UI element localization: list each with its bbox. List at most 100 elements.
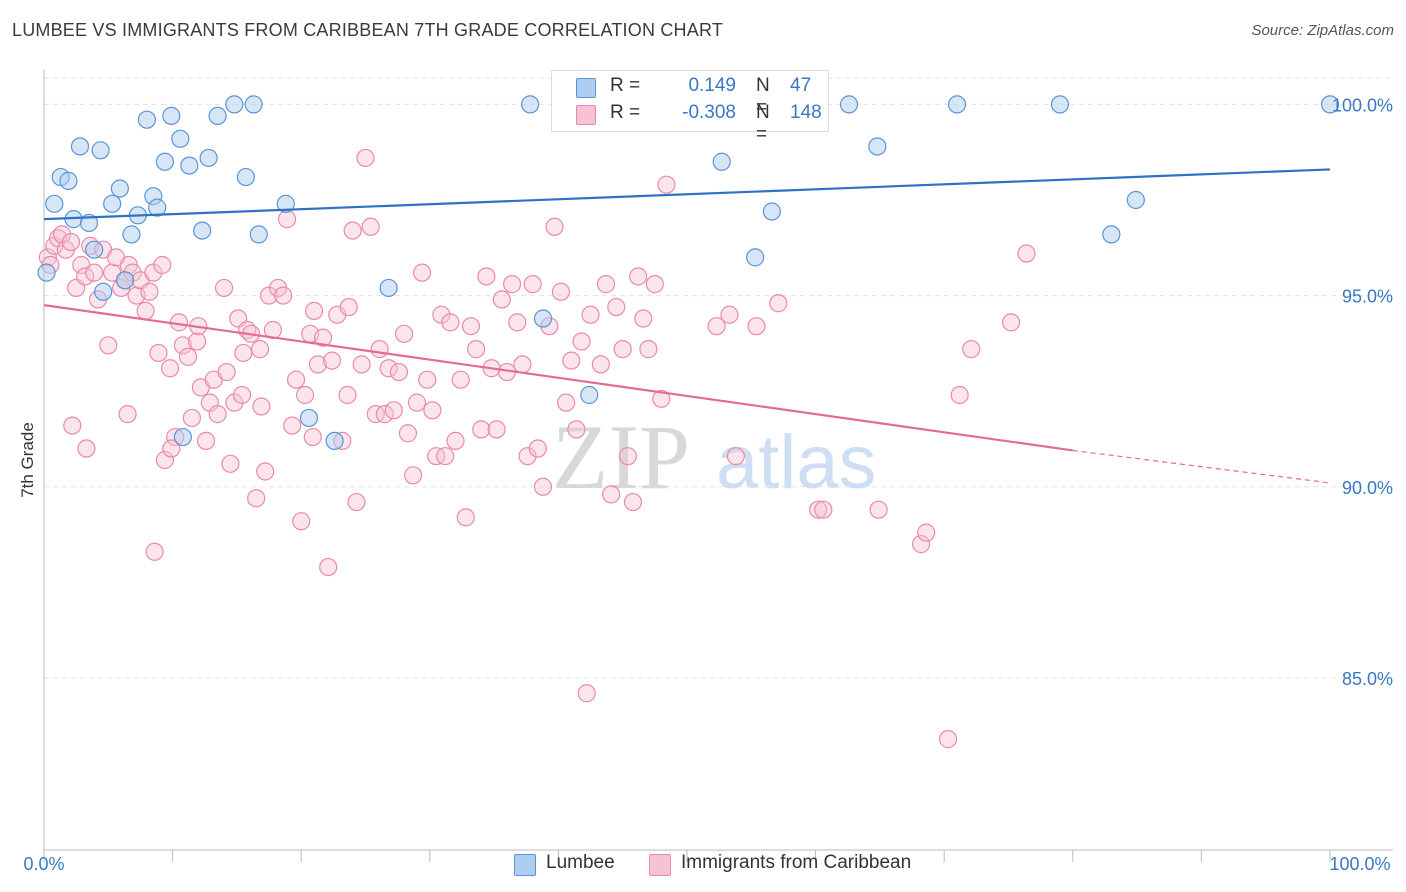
lumbee-point xyxy=(299,408,319,428)
lumbee-point xyxy=(1102,225,1121,244)
caribbean-point xyxy=(950,385,969,405)
caribbean-point xyxy=(533,477,553,496)
caribbean-point xyxy=(451,370,470,389)
caribbean-point xyxy=(173,336,192,355)
caribbean-point xyxy=(629,267,648,286)
caribbean-point xyxy=(572,332,591,351)
caribbean-point xyxy=(217,362,236,382)
caribbean-point xyxy=(747,317,766,336)
x-tick-label-right: 100.0% xyxy=(1329,854,1390,874)
caribbean-point xyxy=(726,447,745,466)
caribbean-point xyxy=(477,267,496,286)
caribbean-point xyxy=(375,405,394,424)
caribbean-point xyxy=(623,492,643,512)
lumbee-point xyxy=(236,167,256,187)
caribbean-point xyxy=(418,370,437,389)
caribbean-point xyxy=(551,282,571,301)
caribbean-point xyxy=(466,340,486,359)
caribbean-point xyxy=(809,500,828,519)
caribbean-label: Immigrants from Caribbean xyxy=(681,852,912,873)
r-label: R = xyxy=(610,75,641,96)
caribbean-point xyxy=(652,389,671,408)
caribbean-swatch xyxy=(576,105,596,125)
caribbean-point xyxy=(319,557,338,577)
caribbean-point xyxy=(153,255,172,275)
lumbee-point xyxy=(746,248,765,267)
caribbean-point xyxy=(911,535,931,554)
lumbee-point xyxy=(91,141,110,160)
caribbean-point xyxy=(292,512,311,531)
caribbean-point xyxy=(370,340,389,359)
caribbean-point xyxy=(187,332,207,351)
caribbean-point xyxy=(557,393,576,412)
caribbean-point xyxy=(508,313,527,332)
caribbean-point xyxy=(412,263,432,282)
caribbean-point xyxy=(295,385,315,405)
caribbean-point xyxy=(232,385,252,405)
caribbean-point xyxy=(286,370,306,389)
lumbee-point xyxy=(1050,95,1070,114)
lumbee-point xyxy=(122,225,141,244)
lumbee-point xyxy=(208,106,227,125)
caribbean-point xyxy=(178,347,198,366)
caribbean-point xyxy=(208,405,227,424)
lumbee-point xyxy=(521,95,540,114)
lumbee-point xyxy=(137,110,156,129)
caribbean-point xyxy=(145,542,164,561)
caribbean-point xyxy=(252,397,271,416)
caribbean-point xyxy=(61,232,81,252)
caribbean-point xyxy=(472,420,491,439)
chart-title: LUMBEE VS IMMIGRANTS FROM CARIBBEAN 7TH … xyxy=(12,20,724,40)
caribbean-point xyxy=(256,462,275,481)
caribbean-point xyxy=(149,343,168,363)
caribbean-point xyxy=(118,405,137,424)
caribbean-point xyxy=(1017,244,1036,263)
caribbean-point xyxy=(518,447,537,466)
caribbean-point xyxy=(634,309,653,328)
caribbean-point xyxy=(613,340,632,359)
caribbean-trend-extension xyxy=(1072,449,1331,484)
trend-lines xyxy=(43,168,1331,484)
lumbee-point xyxy=(94,282,113,301)
caribbean-point xyxy=(160,359,180,378)
caribbean-point xyxy=(85,263,104,282)
caribbean-point xyxy=(446,431,465,450)
caribbean-point xyxy=(707,317,726,336)
caribbean-point xyxy=(581,305,600,324)
caribbean-point xyxy=(962,340,981,359)
caribbean-point xyxy=(338,385,357,405)
caribbean-point xyxy=(136,301,155,320)
lumbee-point xyxy=(839,95,859,114)
caribbean-point xyxy=(76,267,95,286)
lumbee-point xyxy=(1320,95,1340,114)
lumbee-swatch xyxy=(514,854,536,876)
caribbean-point xyxy=(77,439,96,458)
caribbean-point xyxy=(182,408,201,428)
caribbean-point xyxy=(234,343,253,363)
caribbean-point xyxy=(1001,313,1021,332)
caribbean-point xyxy=(398,424,418,443)
caribbean-point xyxy=(214,278,234,298)
caribbean-point xyxy=(528,439,547,458)
lumbee-point xyxy=(59,171,78,190)
axis-labels: 100.0% 95.0% 90.0% 85.0% 0.0% 100.0% 7th Grade xyxy=(18,95,1393,874)
caribbean-point xyxy=(461,317,481,336)
lumbee-point xyxy=(533,309,553,328)
lumbee-swatch xyxy=(576,78,596,98)
lumbee-point xyxy=(868,137,887,156)
lumbee-point xyxy=(37,263,56,282)
caribbean-trend-line xyxy=(43,304,1073,452)
caribbean-point xyxy=(657,175,676,194)
caribbean-point xyxy=(140,282,159,301)
lumbee-point xyxy=(45,194,64,213)
caribbean-point xyxy=(407,393,427,412)
lumbee-point xyxy=(325,431,344,450)
caribbean-point xyxy=(814,500,833,519)
lumbee-point xyxy=(947,95,967,114)
caribbean-point xyxy=(379,359,398,378)
stats-legend: R = 0.149 N = 47 R = -0.308 N = 148 xyxy=(551,70,829,145)
caribbean-point xyxy=(869,500,888,519)
lumbee-point xyxy=(762,202,781,221)
caribbean-point xyxy=(277,210,297,229)
